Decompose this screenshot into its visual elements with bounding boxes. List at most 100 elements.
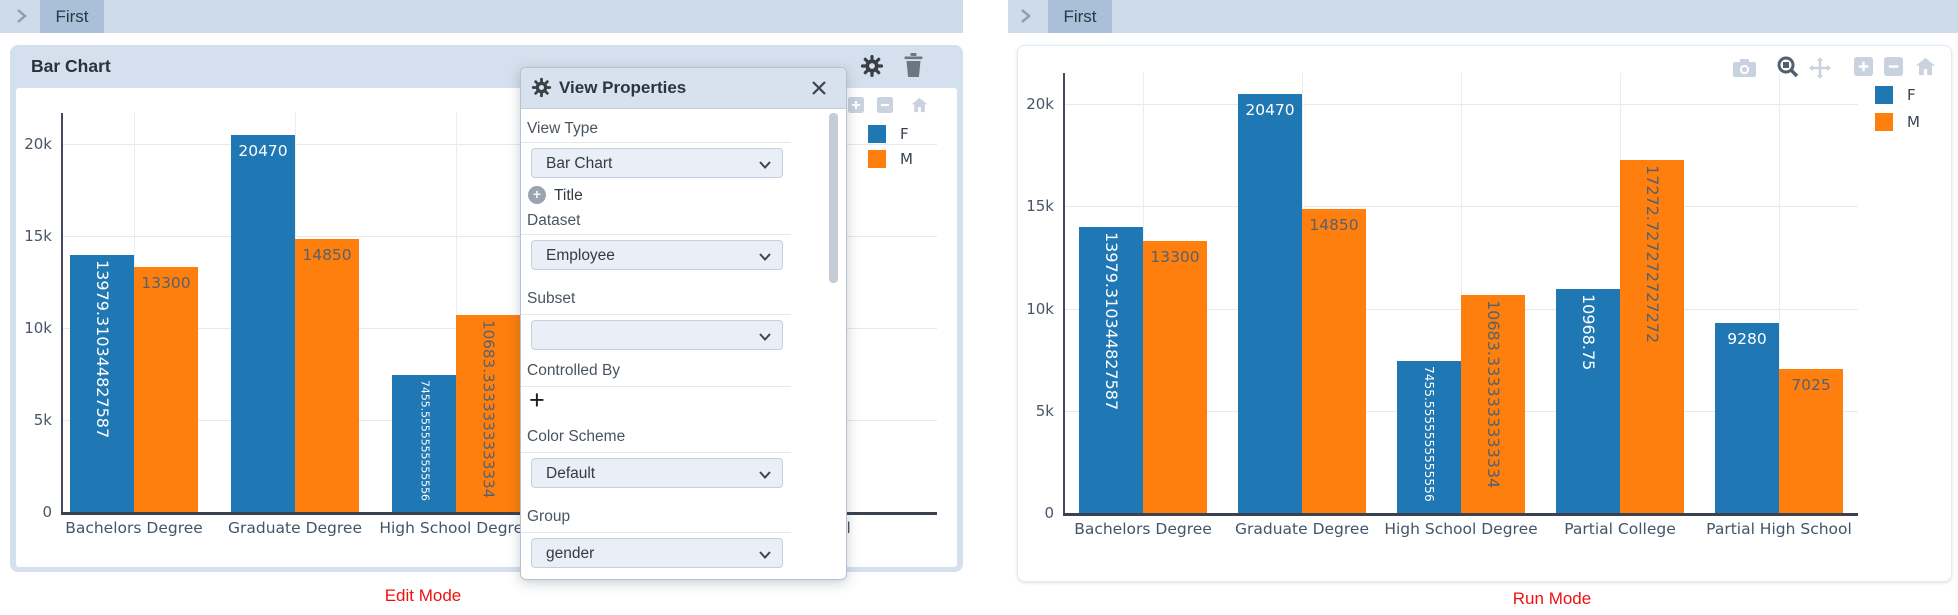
x-axis-label: Graduate Degree bbox=[228, 519, 362, 537]
bar-value-label: 7455.5555555555556 bbox=[392, 380, 456, 509]
bar-value-text: 13979.310344827587 bbox=[1102, 232, 1121, 411]
expand-chevron-icon[interactable] bbox=[12, 7, 30, 25]
legend-item-m[interactable]: M bbox=[868, 150, 913, 168]
y-gridline bbox=[62, 236, 937, 237]
field-label-dataset: Dataset bbox=[527, 212, 581, 229]
field-label-subset: Subset bbox=[527, 290, 576, 307]
x-axis-label: Bachelors Degree bbox=[1074, 520, 1212, 538]
bar-value-text: 7455.5555555555556 bbox=[418, 379, 432, 501]
bar-value-label: 7455.5555555555556 bbox=[1397, 366, 1461, 510]
divider bbox=[521, 386, 791, 387]
legend-item-m[interactable]: M bbox=[1875, 113, 1920, 131]
bar-f-2[interactable] bbox=[392, 374, 456, 512]
bar-m-2[interactable] bbox=[456, 315, 520, 512]
bar-m-2[interactable] bbox=[1461, 294, 1525, 513]
y-tick-label: 10k bbox=[24, 319, 52, 337]
add-controller-button[interactable]: + bbox=[529, 385, 545, 415]
divider bbox=[521, 142, 791, 143]
field-label-group: Group bbox=[527, 508, 571, 525]
home-icon[interactable] bbox=[1915, 57, 1936, 76]
run-mode-label: Run Mode bbox=[1512, 589, 1592, 608]
bar-f-0[interactable] bbox=[70, 254, 134, 512]
panel-title: View Properties bbox=[559, 78, 687, 97]
edit-page-tab-bar: First bbox=[0, 0, 963, 33]
x-axis-label: Partial High School bbox=[1706, 520, 1852, 538]
gear-icon[interactable] bbox=[860, 54, 884, 78]
bar-m-0[interactable] bbox=[1143, 241, 1207, 513]
bar-m-0[interactable] bbox=[134, 267, 198, 512]
bar-f-3[interactable] bbox=[1556, 288, 1620, 513]
bar-f-2[interactable] bbox=[1397, 360, 1461, 513]
bar-m-1[interactable] bbox=[1302, 209, 1366, 513]
y-tick-label: 10k bbox=[1026, 299, 1054, 318]
zoom-box-icon[interactable] bbox=[1776, 55, 1800, 79]
zoom-in-icon[interactable] bbox=[848, 97, 864, 113]
title-expand-button[interactable]: + bbox=[528, 186, 546, 204]
bar-f-1[interactable] bbox=[1238, 94, 1302, 513]
bar-f-4[interactable] bbox=[1715, 323, 1779, 513]
tab-first[interactable]: First bbox=[1048, 0, 1112, 33]
divider bbox=[521, 532, 791, 533]
legend-item-f[interactable]: F bbox=[868, 125, 909, 143]
x-axis-label: High School Degree bbox=[379, 519, 533, 537]
y-axis-line bbox=[61, 113, 63, 512]
bar-m-1[interactable] bbox=[295, 238, 359, 512]
scrollbar-thumb[interactable] bbox=[829, 113, 838, 283]
bar-value-label: 10968.75 bbox=[1556, 294, 1620, 510]
home-icon[interactable] bbox=[911, 97, 928, 113]
bar-f-1[interactable] bbox=[231, 135, 295, 512]
y-tick-label: 15k bbox=[24, 227, 52, 245]
divider bbox=[521, 234, 791, 235]
bar-value-label: 17272.727272727272 bbox=[1620, 165, 1684, 510]
legend-label-f: F bbox=[900, 125, 909, 143]
bar-value-label: 20470 bbox=[238, 142, 288, 161]
bar-value-text: 10683.3333333333334 bbox=[479, 320, 498, 499]
y-tick-label: 5k bbox=[33, 411, 52, 429]
subset-select[interactable] bbox=[531, 320, 783, 350]
dataset-select[interactable]: Employee bbox=[531, 240, 783, 270]
zoom-out-icon[interactable] bbox=[1884, 57, 1903, 76]
bar-value-label: 13300 bbox=[1150, 248, 1200, 266]
legend-label-m: M bbox=[900, 150, 913, 168]
bar-value-label: 13979.310344827587 bbox=[70, 260, 134, 509]
legend-swatch-m bbox=[868, 150, 886, 168]
zoom-out-icon[interactable] bbox=[877, 97, 893, 113]
zoom-in-icon[interactable] bbox=[1854, 57, 1873, 76]
dataset-value: Employee bbox=[546, 247, 615, 264]
bar-value-text: 13979.310344827587 bbox=[93, 259, 112, 438]
bar-value-label: 14850 bbox=[302, 245, 352, 264]
camera-icon[interactable] bbox=[1732, 58, 1757, 78]
color-scheme-select[interactable]: Default bbox=[531, 458, 783, 488]
legend-label-m: M bbox=[1907, 113, 1920, 131]
expand-chevron-icon[interactable] bbox=[1016, 7, 1034, 25]
bar-m-4[interactable] bbox=[1779, 369, 1843, 513]
field-label-title: Title bbox=[554, 187, 583, 204]
x-axis-label: Partial College bbox=[1564, 520, 1676, 538]
pan-icon[interactable] bbox=[1809, 57, 1831, 79]
bar-value-label: 7025 bbox=[1791, 376, 1831, 395]
bar-value-label: 13979.310344827587 bbox=[1079, 232, 1143, 510]
bar-m-3[interactable] bbox=[1620, 159, 1684, 513]
group-select[interactable]: gender bbox=[531, 538, 783, 568]
legend-item-f[interactable]: F bbox=[1875, 86, 1916, 104]
y-axis-line bbox=[1063, 73, 1065, 513]
y-tick-label: 15k bbox=[1026, 197, 1054, 216]
chevron-down-icon bbox=[759, 333, 771, 341]
view-type-select[interactable]: Bar Chart bbox=[531, 148, 783, 178]
x-axis-label: Graduate Degree bbox=[1235, 520, 1369, 538]
view-type-value: Bar Chart bbox=[546, 155, 613, 172]
field-label-controlled-by: Controlled By bbox=[527, 362, 621, 379]
y-tick-label: 5k bbox=[1035, 401, 1054, 420]
tab-first[interactable]: First bbox=[40, 0, 104, 33]
bar-value-label: 20470 bbox=[1245, 101, 1295, 120]
x-axis-line bbox=[1063, 513, 1858, 516]
x-axis-label: Bachelors Degree bbox=[65, 519, 203, 537]
close-icon[interactable] bbox=[809, 78, 829, 98]
field-label-view-type: View Type bbox=[527, 120, 598, 137]
bar-value-label: 13300 bbox=[141, 274, 191, 293]
view-properties-header: View Properties bbox=[521, 68, 846, 109]
trash-icon[interactable] bbox=[903, 53, 924, 78]
bar-f-0[interactable] bbox=[1079, 227, 1143, 513]
run-page-tab-bar: First bbox=[1008, 0, 1958, 33]
